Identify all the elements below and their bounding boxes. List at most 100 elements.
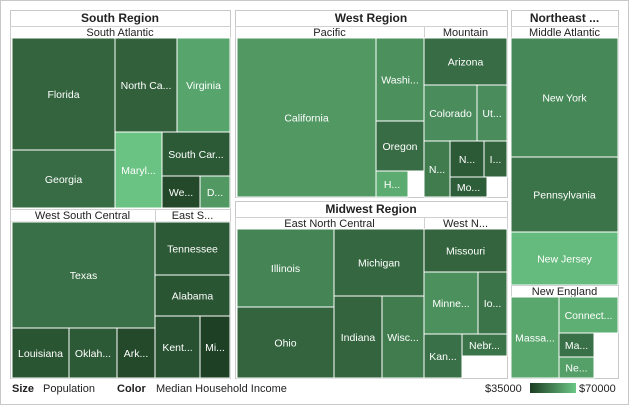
- state-cell[interactable]: [199, 315, 231, 379]
- state-cell[interactable]: [449, 140, 485, 178]
- legend-color-value: Median Household Income: [156, 383, 287, 395]
- division-title: South Atlantic: [86, 27, 154, 39]
- state-cell[interactable]: [510, 37, 619, 158]
- state-cell[interactable]: [510, 156, 619, 233]
- state-label: Wisc...: [387, 332, 419, 344]
- state-cell[interactable]: [116, 327, 156, 379]
- state-cell[interactable]: [154, 274, 231, 317]
- state-label: Illinois: [271, 263, 300, 275]
- state-label: Missouri: [446, 246, 485, 258]
- state-cell[interactable]: [510, 296, 560, 379]
- state-label: Colorado: [429, 108, 472, 120]
- state-label: New Jersey: [537, 254, 593, 266]
- state-cell[interactable]: [483, 140, 508, 178]
- state-cell[interactable]: [236, 228, 335, 308]
- state-cell[interactable]: [199, 175, 231, 209]
- state-label: Mi...: [205, 342, 225, 354]
- legend: Size Population Color Median Household I…: [12, 383, 616, 395]
- region-title: Northeast ...: [530, 11, 599, 25]
- state-cell[interactable]: [154, 221, 231, 276]
- state-label: I...: [490, 154, 502, 166]
- state-cell[interactable]: [11, 37, 116, 151]
- state-label: We...: [169, 187, 193, 199]
- state-cell[interactable]: [375, 170, 409, 198]
- state-cell[interactable]: [558, 332, 595, 358]
- state-cell[interactable]: [461, 333, 508, 357]
- state-label: Texas: [70, 270, 97, 282]
- legend-size-label: Size: [12, 383, 34, 395]
- legend-size-value: Population: [43, 383, 95, 395]
- division-title: East S...: [172, 210, 214, 222]
- state-cell[interactable]: [423, 37, 508, 86]
- state-cell[interactable]: [236, 37, 377, 198]
- state-cell[interactable]: [154, 315, 201, 379]
- state-label: Tennessee: [167, 244, 218, 256]
- state-label: Georgia: [45, 174, 83, 186]
- region-title: Midwest Region: [325, 202, 416, 216]
- state-label: South Car...: [168, 149, 223, 161]
- state-cell[interactable]: [333, 295, 383, 379]
- region-title: West Region: [335, 11, 407, 25]
- state-label: Kent...: [162, 342, 192, 354]
- state-label: Maryl...: [121, 165, 155, 177]
- state-label: Ut...: [482, 108, 501, 120]
- state-cell[interactable]: [375, 120, 425, 172]
- state-cell[interactable]: [11, 149, 116, 209]
- state-label: Alabama: [172, 291, 214, 303]
- state-label: N...: [429, 164, 445, 176]
- state-cell[interactable]: [423, 140, 451, 198]
- state-label: Michigan: [358, 258, 400, 270]
- state-cell[interactable]: [11, 327, 70, 379]
- state-label: D...: [207, 187, 223, 199]
- state-label: Ne...: [565, 363, 587, 375]
- state-cell[interactable]: [236, 306, 335, 379]
- legend-color-label: Color: [117, 383, 146, 395]
- state-label: Mo...: [457, 182, 480, 194]
- state-cell[interactable]: [161, 175, 201, 209]
- state-label: Louisiana: [18, 348, 63, 360]
- state-label: Oklah...: [75, 348, 111, 360]
- state-cell[interactable]: [477, 271, 508, 335]
- state-cell[interactable]: [558, 356, 595, 379]
- state-label: Ohio: [274, 338, 296, 350]
- state-cell[interactable]: [161, 131, 231, 177]
- division-title: West N...: [443, 218, 488, 230]
- state-cell[interactable]: [449, 176, 488, 198]
- state-label: Pennsylvania: [533, 190, 596, 202]
- state-cell[interactable]: [476, 84, 508, 142]
- state-label: Arizona: [448, 57, 484, 69]
- state-label: Massa...: [515, 333, 555, 345]
- division-title: Mountain: [443, 27, 488, 39]
- state-label: Minne...: [432, 298, 469, 310]
- state-cell[interactable]: [11, 221, 156, 329]
- color-scale-min-label: $35000: [485, 383, 522, 395]
- state-label: Indiana: [341, 332, 376, 344]
- state-label: North Ca...: [121, 80, 172, 92]
- color-scale-max-label: $70000: [579, 383, 616, 395]
- state-cell[interactable]: [68, 327, 118, 379]
- state-label: H...: [384, 179, 400, 191]
- division-title: East North Central: [284, 218, 374, 230]
- state-label: California: [284, 113, 329, 125]
- state-label: Io...: [484, 298, 502, 310]
- state-label: Ma...: [565, 340, 588, 352]
- state-label: N...: [459, 154, 475, 166]
- state-label: New York: [542, 93, 587, 105]
- state-label: Washi...: [381, 75, 419, 87]
- state-label: Ark...: [124, 348, 149, 360]
- state-cell[interactable]: [423, 228, 508, 273]
- division-title: New England: [532, 286, 597, 298]
- division-title: Pacific: [313, 27, 346, 39]
- region-title: South Region: [81, 11, 159, 25]
- division-title: Middle Atlantic: [529, 27, 600, 39]
- state-label: Florida: [47, 89, 79, 101]
- state-label: Oregon: [382, 141, 417, 153]
- state-label: Virginia: [186, 80, 221, 92]
- color-scale-gradient: [530, 383, 576, 393]
- division-title: West South Central: [35, 210, 130, 222]
- state-label: Kan...: [429, 351, 456, 363]
- state-label: Connect...: [565, 310, 613, 322]
- state-cell[interactable]: [558, 296, 619, 334]
- state-cell[interactable]: [381, 295, 425, 379]
